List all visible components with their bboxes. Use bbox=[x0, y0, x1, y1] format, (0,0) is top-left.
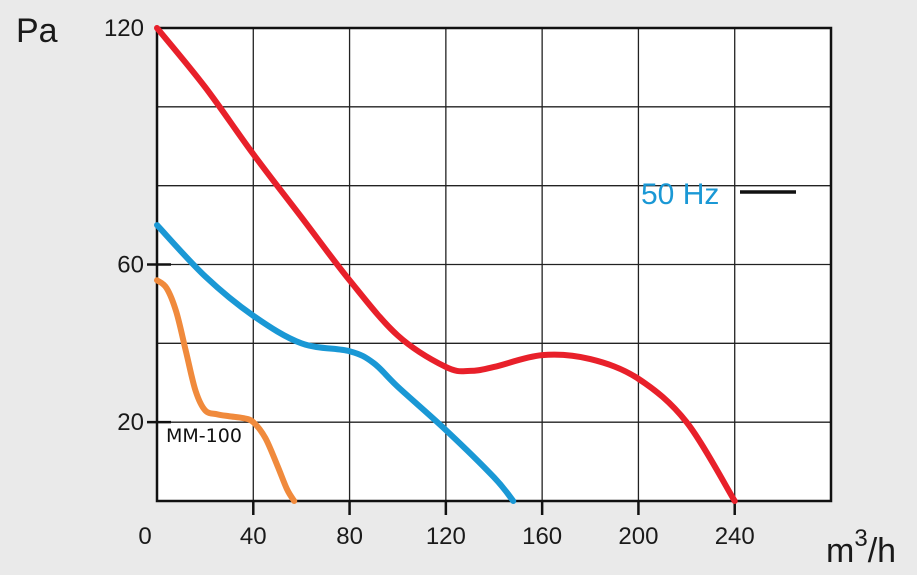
x-tick-label: 200 bbox=[618, 523, 658, 550]
x-tick-label: 80 bbox=[336, 523, 363, 550]
x-axis-label-base: m bbox=[826, 532, 854, 570]
series-layer bbox=[154, 25, 738, 504]
x-tick-label: 160 bbox=[522, 523, 562, 550]
y-tick-label: 20 bbox=[117, 409, 144, 436]
series-line-2 bbox=[154, 222, 517, 504]
x-tick-label: 0 bbox=[138, 523, 151, 550]
y-tick-label: 120 bbox=[104, 15, 144, 42]
series-line-3 bbox=[154, 277, 298, 504]
ticks: 0 40 80 120 160 200 240 20 60 120 bbox=[104, 15, 755, 550]
x-axis-label: m3/h bbox=[826, 525, 896, 570]
curve-annotation-mm-100: MM-100 bbox=[166, 425, 242, 447]
legend: 50 Hz bbox=[641, 178, 796, 211]
series-line-1 bbox=[154, 25, 738, 504]
x-axis-label-sup: 3 bbox=[854, 525, 867, 552]
y-tick-label: 60 bbox=[117, 252, 144, 279]
grid bbox=[157, 28, 831, 501]
x-axis-label-tail: /h bbox=[868, 532, 896, 570]
legend-label: 50 Hz bbox=[641, 178, 719, 211]
x-tick-label: 40 bbox=[240, 523, 267, 550]
x-tick-label: 120 bbox=[426, 523, 466, 550]
x-tick-label: 240 bbox=[715, 523, 755, 550]
y-axis-label: Pa bbox=[16, 12, 58, 50]
